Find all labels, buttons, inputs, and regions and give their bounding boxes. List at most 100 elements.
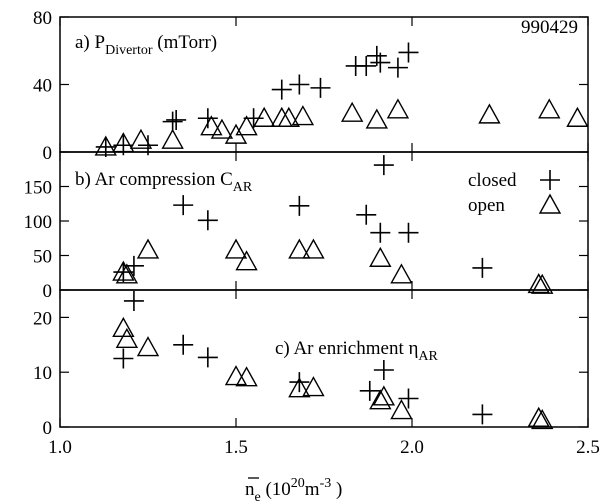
- panel-title-part: b) Ar compression C: [75, 169, 233, 190]
- triangle-marker: [302, 238, 325, 259]
- triangle-marker: [478, 103, 501, 124]
- triangle-marker: [136, 336, 160, 357]
- y-tick-label: 10: [33, 363, 52, 384]
- x-axis-label-part: -3: [320, 476, 332, 491]
- plus-marker: [370, 222, 391, 243]
- x-axis-label-part: n: [245, 479, 255, 500]
- triangle-marker: [115, 327, 139, 349]
- triangle-marker: [302, 376, 325, 397]
- panel-title-part: a) P: [75, 32, 105, 53]
- plus-marker: [398, 388, 419, 409]
- plus-marker: [113, 348, 134, 369]
- triangle-marker: [365, 108, 388, 129]
- plus-marker: [162, 111, 183, 132]
- triangle-marker: [112, 260, 135, 281]
- triangle-marker: [112, 316, 135, 338]
- triangle-marker: [129, 128, 153, 149]
- x-tick-label: 2.5: [576, 437, 600, 458]
- triangle-marker: [288, 238, 311, 259]
- triangle-marker: [369, 389, 392, 410]
- plus-marker: [310, 77, 331, 98]
- triangle-marker: [224, 365, 248, 386]
- triangle-marker: [235, 115, 258, 136]
- x-tick-label: 2.0: [400, 437, 424, 458]
- plus-marker: [356, 204, 377, 225]
- y-tick-label: 0: [43, 418, 53, 439]
- plus-marker: [173, 334, 194, 355]
- x-axis-label: ne (1020m-3 ): [245, 476, 342, 504]
- y-tick-label: 40: [33, 76, 52, 97]
- panel-title-part: c) Ar enrichment η: [275, 338, 418, 359]
- plus-marker: [373, 155, 394, 176]
- triangle-marker: [386, 98, 410, 119]
- y-tick-label: 0: [43, 281, 53, 302]
- triangle-marker: [224, 238, 248, 259]
- x-tick-label: 1.0: [48, 437, 72, 458]
- y-tick-label: 150: [24, 178, 53, 199]
- legend-label: closed: [468, 170, 517, 191]
- plus-marker: [197, 347, 218, 368]
- y-tick-label: 20: [33, 308, 52, 329]
- triangle-marker: [288, 377, 311, 398]
- plus-marker: [166, 109, 187, 130]
- plus-marker: [356, 55, 377, 76]
- triangle-marker: [531, 273, 554, 294]
- panel-title: a) PDivertor (mTorr): [75, 32, 217, 58]
- triangle-marker: [252, 106, 276, 127]
- plus-marker: [472, 404, 493, 425]
- panel-title-part: Divertor: [105, 43, 153, 58]
- triangle-marker: [390, 263, 413, 284]
- triangle-marker: [566, 106, 589, 127]
- triangle-marker: [390, 399, 413, 420]
- triangle-marker: [270, 106, 293, 127]
- plus-marker: [387, 57, 408, 78]
- triangle-marker: [372, 385, 396, 406]
- y-tick-label: 50: [33, 247, 52, 268]
- plus-marker: [359, 380, 380, 401]
- plus-marker: [373, 360, 394, 381]
- y-tick-label: 0: [43, 143, 53, 164]
- plus-marker: [271, 79, 292, 100]
- panel-title-part: (mTorr): [153, 32, 218, 53]
- plus-marker: [197, 108, 218, 129]
- triangle-marker: [200, 115, 223, 136]
- x-axis-label-part: e: [255, 490, 261, 504]
- panel-title: c) Ar enrichment ηAR: [275, 338, 439, 364]
- y-tick-label: 100: [24, 212, 53, 233]
- triangle-marker: [115, 263, 139, 284]
- triangle-marker: [531, 408, 554, 430]
- triangle-marker: [340, 101, 364, 122]
- triangle-marker: [94, 135, 117, 156]
- plus-marker: [123, 290, 144, 311]
- triangle-marker: [210, 118, 234, 139]
- triangle-marker: [235, 250, 258, 271]
- annotation: 990429: [521, 17, 578, 38]
- x-tick-label: 1.5: [224, 437, 248, 458]
- triangle-marker: [161, 128, 184, 149]
- panel-title-part: AR: [418, 349, 438, 364]
- plus-marker: [289, 74, 310, 95]
- plus-marker: [243, 108, 264, 129]
- legend-marker: [540, 170, 560, 190]
- triangle-marker: [235, 366, 258, 387]
- triangle-marker: [527, 406, 550, 427]
- legend-label: open: [468, 195, 505, 216]
- panel-title: b) Ar compression CAR: [75, 169, 253, 195]
- triangle-marker: [291, 105, 315, 126]
- triangle-marker: [369, 246, 392, 267]
- y-tick-label: 80: [33, 8, 52, 29]
- legend-marker: [538, 193, 562, 214]
- x-axis-label-part: (10: [261, 479, 291, 500]
- panel-title-part: AR: [233, 180, 253, 195]
- panel-frame: [59, 289, 589, 428]
- plus-marker: [398, 222, 419, 243]
- triangle-marker: [136, 238, 160, 259]
- x-axis-label-part: 20: [291, 476, 305, 491]
- triangle-marker: [277, 106, 300, 127]
- plus-marker: [370, 52, 391, 73]
- plus-marker: [173, 195, 194, 216]
- plus-marker: [289, 372, 310, 393]
- plus-marker: [472, 257, 493, 278]
- x-axis-label-part: ): [331, 479, 342, 500]
